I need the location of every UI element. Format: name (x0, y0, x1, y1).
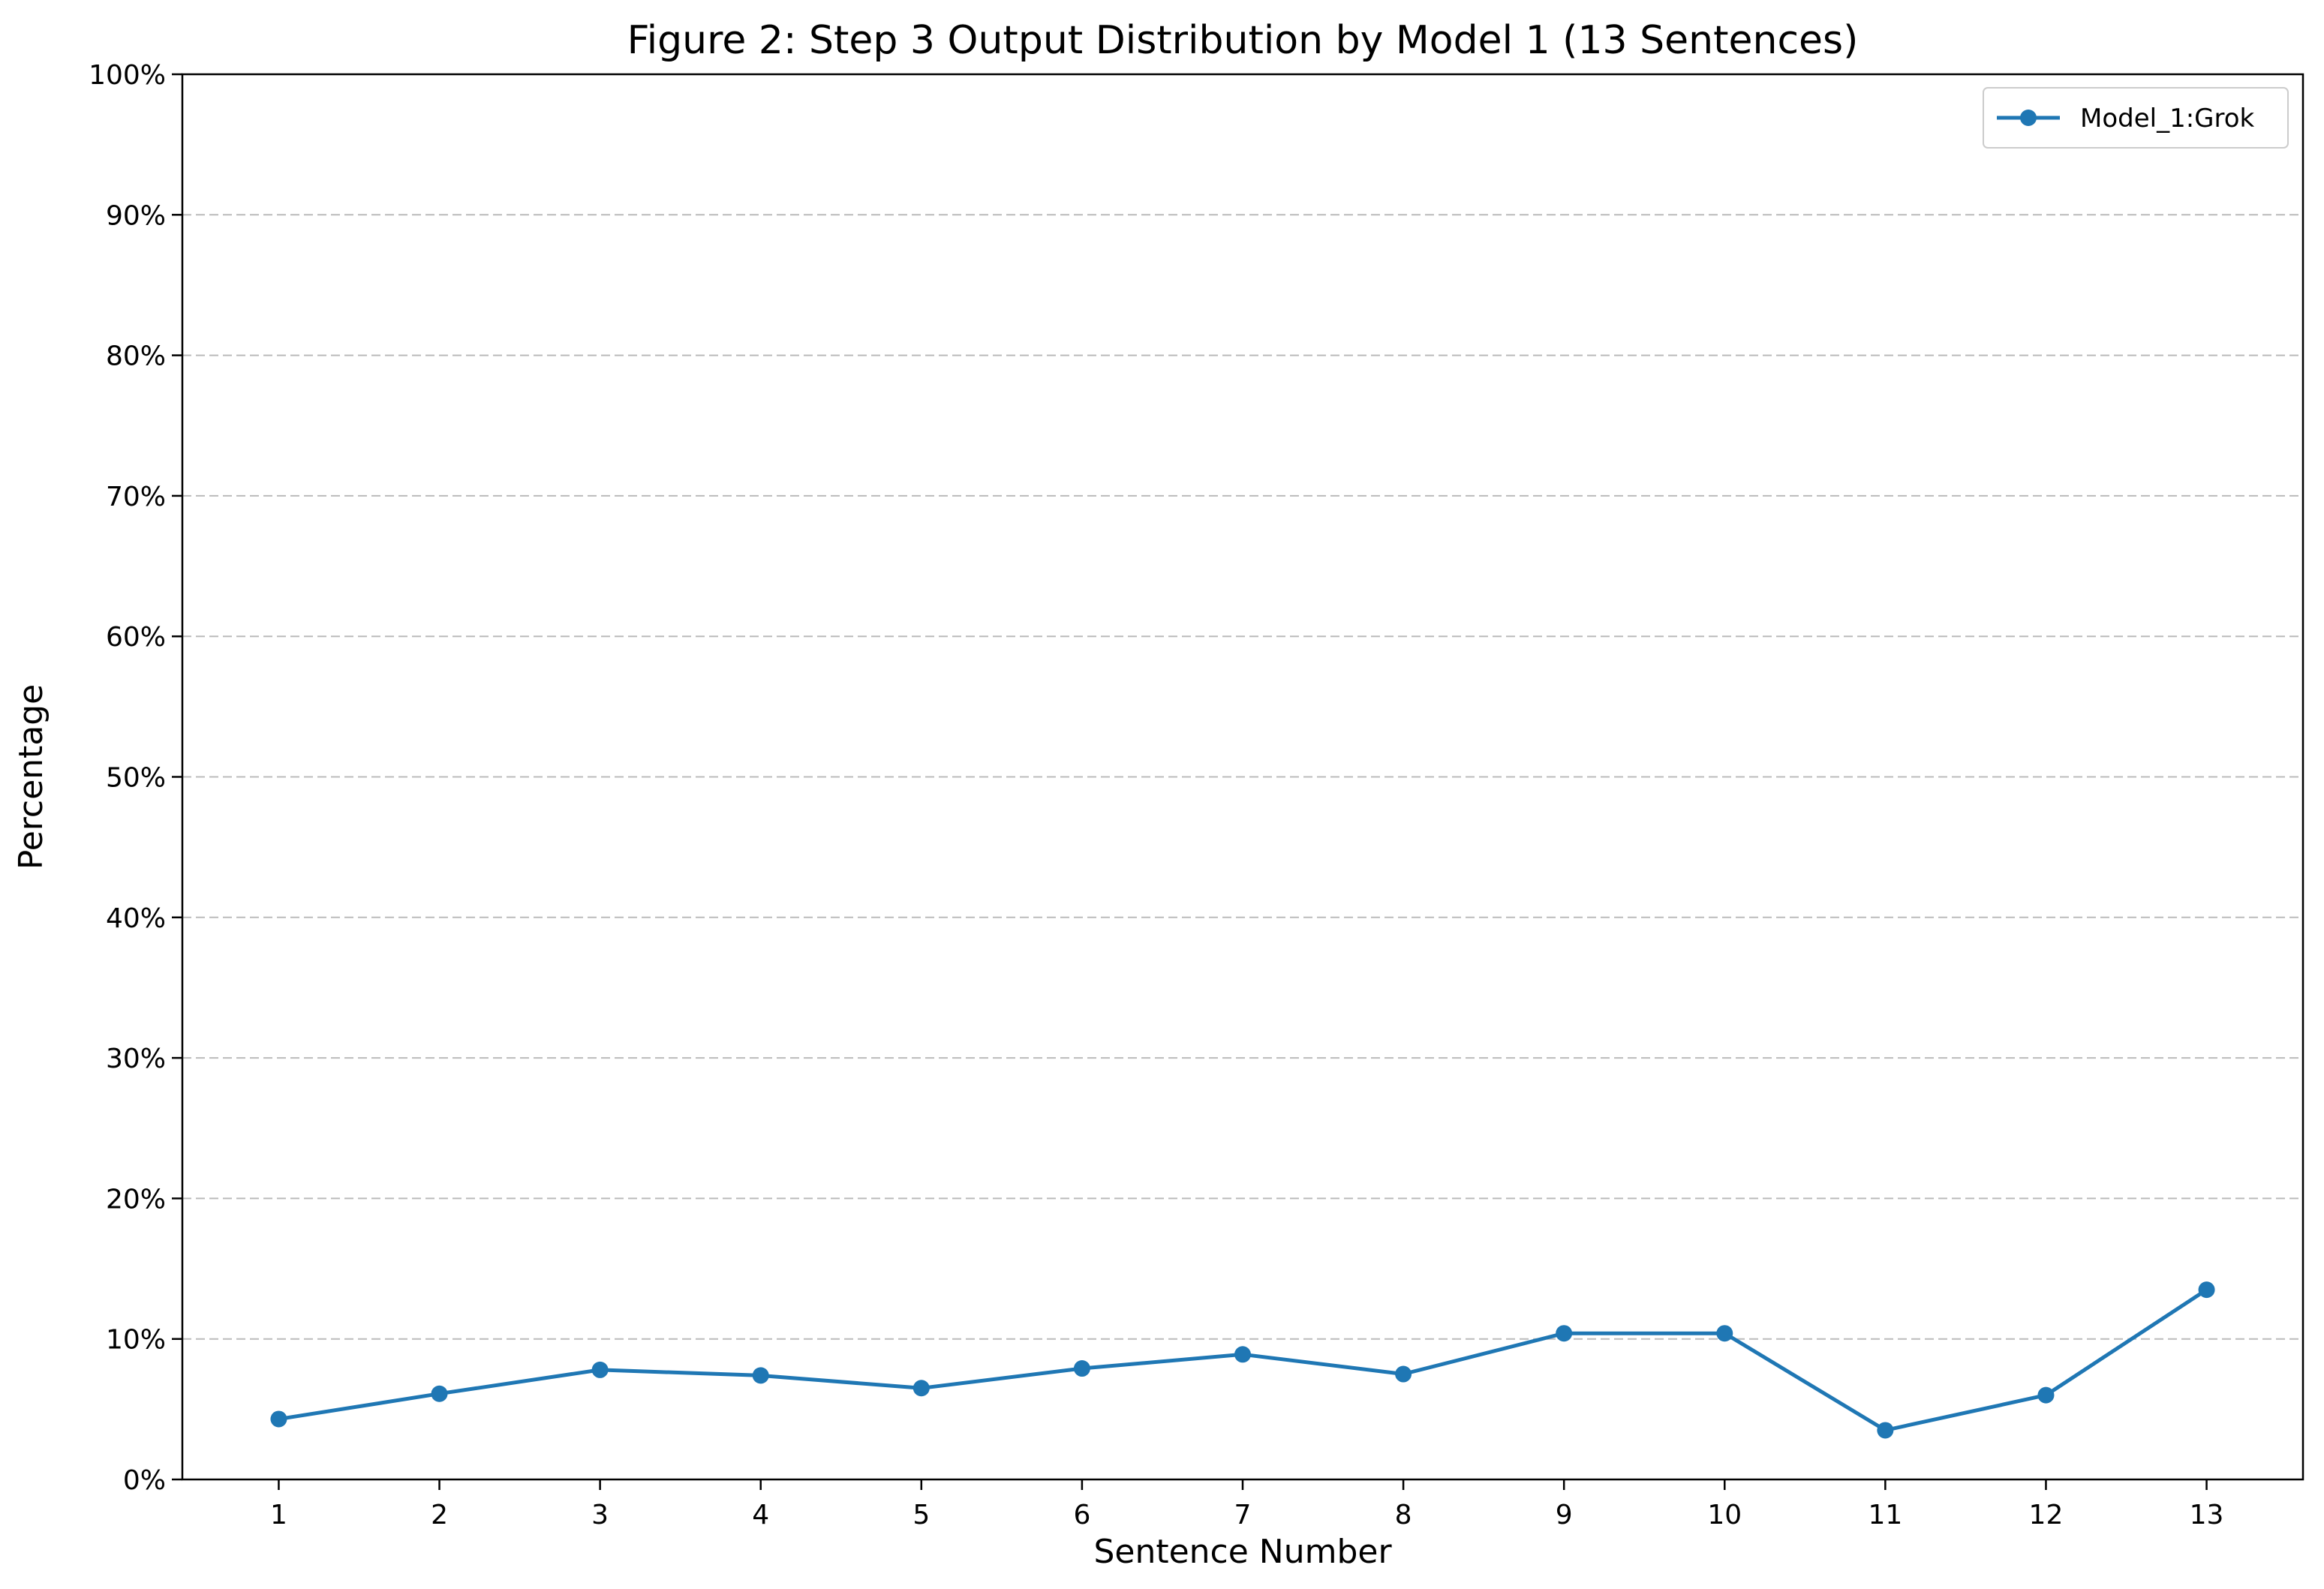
y-tick-label: 0% (123, 1465, 166, 1496)
x-tick-label: 7 (1234, 1500, 1252, 1530)
x-tick-label: 2 (431, 1500, 448, 1530)
x-tick-label: 13 (2190, 1500, 2224, 1530)
x-tick-label: 4 (752, 1500, 769, 1530)
ticks: 0%10%20%30%40%50%60%70%80%90%100%1 2 3 4 5 6 7… (89, 60, 2223, 1530)
data-point (1073, 1360, 1090, 1377)
data-point (2198, 1281, 2215, 1299)
x-tick-label: 8 (1395, 1500, 1412, 1530)
data-point (1234, 1346, 1251, 1363)
data-point (1716, 1325, 1733, 1342)
y-tick-label: 20% (106, 1184, 166, 1215)
y-tick-label: 50% (106, 763, 166, 794)
chart-title: Figure 2: Step 3 Output Distribution by … (627, 18, 1859, 63)
x-tick-label: 11 (1868, 1500, 1902, 1530)
data-point (912, 1380, 930, 1397)
x-tick-label: 5 (912, 1500, 930, 1530)
data-point (270, 1410, 287, 1428)
y-tick-label: 40% (106, 903, 166, 934)
data-point (2037, 1386, 2055, 1404)
y-tick-label: 70% (106, 482, 166, 512)
y-tick-label: 30% (106, 1044, 166, 1074)
legend-box (1983, 87, 2289, 149)
series-layer (270, 1281, 2215, 1439)
data-point (752, 1367, 769, 1384)
x-tick-label: 3 (591, 1500, 609, 1530)
data-point (1556, 1325, 1573, 1342)
legend-marker-swatch (2020, 110, 2037, 126)
data-point (431, 1385, 448, 1402)
y-tick-label: 100% (89, 60, 166, 91)
legend-entry-label: Model_1:Grok (2080, 104, 2255, 134)
x-tick-label: 12 (2029, 1500, 2064, 1530)
legend: Model_1:Grok (1983, 87, 2289, 149)
data-point (1395, 1365, 1412, 1383)
y-axis-label: Percentage (12, 684, 50, 870)
x-tick-label: 10 (1707, 1500, 1742, 1530)
x-axis-label: Sentence Number (1093, 1533, 1392, 1571)
x-tick-label: 9 (1556, 1500, 1573, 1530)
data-point (591, 1361, 609, 1378)
y-tick-label: 10% (106, 1325, 166, 1356)
x-tick-label: 1 (270, 1500, 287, 1530)
data-point (1877, 1422, 1894, 1439)
gridlines (182, 214, 2303, 1340)
x-tick-label: 6 (1073, 1500, 1090, 1530)
y-tick-label: 60% (106, 622, 166, 653)
y-tick-label: 90% (106, 200, 166, 231)
y-tick-label: 80% (106, 341, 166, 372)
